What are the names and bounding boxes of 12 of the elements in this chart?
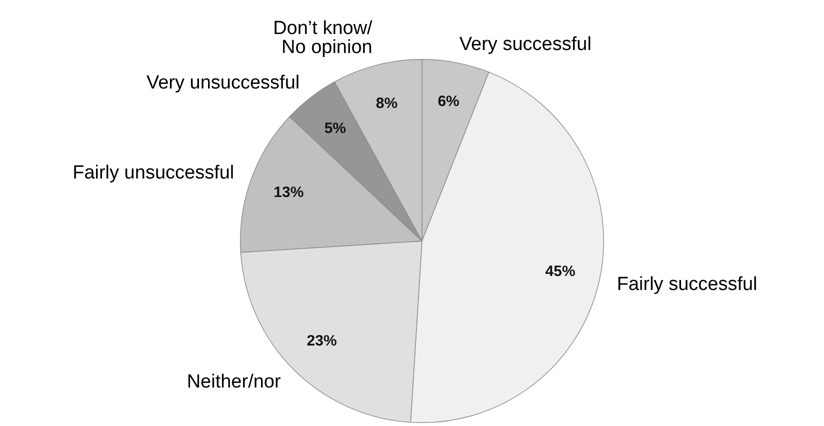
- slice-label: Very unsuccessful: [146, 72, 300, 94]
- slice-label: Very successful: [459, 34, 592, 56]
- data-label: 8%: [376, 94, 398, 112]
- slice-label: Neither/nor: [186, 371, 282, 392]
- slice-label: Fairly unsuccessful: [72, 162, 234, 184]
- data-label: 23%: [306, 332, 337, 350]
- data-label: 5%: [324, 120, 346, 138]
- slice-label: Don’t know/ No opinion: [273, 18, 374, 58]
- data-label: 6%: [438, 92, 460, 110]
- data-label: 13%: [274, 184, 304, 202]
- data-label: 45%: [545, 263, 576, 280]
- slice-label: Fairly successful: [616, 274, 758, 295]
